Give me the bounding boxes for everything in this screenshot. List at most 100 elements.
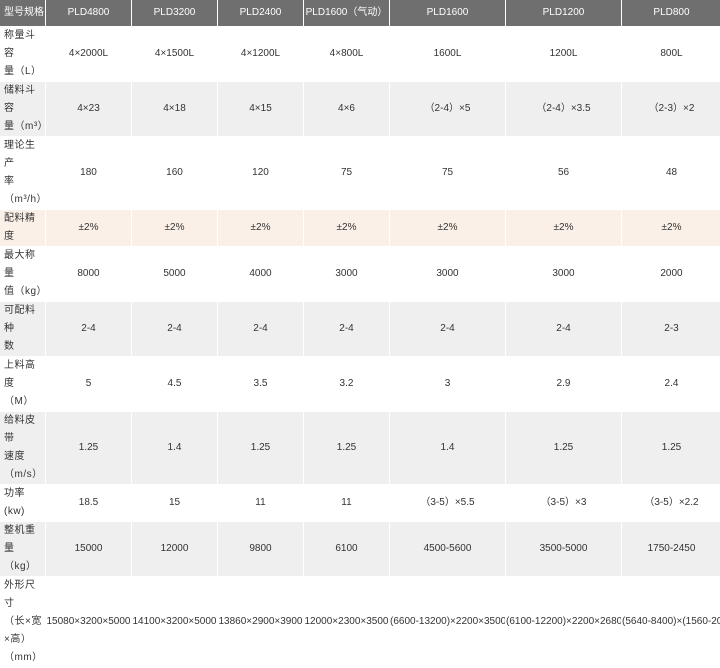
table-cell: 4500-5600 — [390, 522, 506, 577]
row-label-line: （m/s） — [4, 469, 43, 480]
row-label-line: ×高） — [4, 634, 32, 645]
table-cell: 11 — [304, 485, 390, 522]
table-cell: ±2% — [218, 210, 304, 247]
table-cell: 4×23 — [46, 82, 132, 137]
table-header-row: 型号规格 PLD4800 PLD3200 PLD2400 PLD1600（气动）… — [0, 0, 720, 27]
table-row: 称量斗容 量（L） 4×2000L 4×1500L 4×1200L 4×800L 1600L… — [0, 27, 720, 82]
table-row: 配料精度 ±2% ±2% ±2% ±2% ±2% ±2% ±2% — [0, 210, 720, 247]
table-cell: 2-4 — [304, 302, 390, 357]
table-cell: 1.25 — [218, 412, 304, 485]
row-label-line: 量（L） — [4, 66, 42, 77]
table-cell: （3-5）×5.5 — [390, 485, 506, 522]
table-cell: 3.2 — [304, 357, 390, 412]
table-cell: 5000 — [132, 247, 218, 302]
table-cell: 3.5 — [218, 357, 304, 412]
table-cell: 12000×2300×3500 — [304, 577, 390, 668]
table-cell: 6100 — [304, 522, 390, 577]
table-cell: 2-4 — [132, 302, 218, 357]
header-cell: PLD4800 — [46, 0, 132, 27]
row-label-line: 称量斗容 — [4, 30, 36, 59]
table-cell: 15000 — [46, 522, 132, 577]
row-label: 理论生产率 （m³/h） — [0, 137, 46, 210]
row-label-line: 量（m³） — [4, 121, 46, 132]
header-cell: PLD2400 — [218, 0, 304, 27]
table-cell: 9800 — [218, 522, 304, 577]
table-cell: 4×15 — [218, 82, 304, 137]
row-label-line: 可配料种 — [4, 305, 36, 334]
table-cell: 1600L — [390, 27, 506, 82]
row-label: 上料高度 （M） — [0, 357, 46, 412]
row-label-line: 最大称量 — [4, 250, 36, 279]
table-cell: 1.25 — [304, 412, 390, 485]
header-cell-model: 型号规格 — [0, 0, 46, 27]
header-cell: PLD1600（气动） — [304, 0, 390, 27]
row-label-line: （m³/h） — [4, 194, 46, 205]
header-cell: PLD800 — [622, 0, 720, 27]
row-label: 整机重量 （kg） — [0, 522, 46, 577]
row-label-line: 整机重量 — [4, 525, 36, 554]
table-row: 给料皮带 速度 （m/s） 1.25 1.4 1.25 1.25 1.4 1.25 1.25 — [0, 412, 720, 485]
table-cell: ±2% — [622, 210, 720, 247]
row-label: 储料斗容量（m³） — [0, 82, 46, 137]
table-cell: (6100-12200)×2200×2680 — [506, 577, 622, 668]
table-cell: (6600-13200)×2200×3500 — [390, 577, 506, 668]
table-cell: 2-4 — [218, 302, 304, 357]
table-cell: 56 — [506, 137, 622, 210]
table-cell: 2-4 — [46, 302, 132, 357]
header-cell: PLD3200 — [132, 0, 218, 27]
table-row: 上料高度 （M） 5 4.5 3.5 3.2 3 2.9 2.4 — [0, 357, 720, 412]
table-cell: ±2% — [390, 210, 506, 247]
table-cell: 15 — [132, 485, 218, 522]
table-cell: 2-4 — [390, 302, 506, 357]
table-cell: 4×18 — [132, 82, 218, 137]
row-label-line: （长×宽 — [4, 616, 42, 627]
table-cell: 12000 — [132, 522, 218, 577]
table-cell: 4×6 — [304, 82, 390, 137]
row-label: 功率(kw) — [0, 485, 46, 522]
table-row: 最大称量 值（kg） 8000 5000 4000 3000 3000 3000 2000 — [0, 247, 720, 302]
table-row: 整机重量 （kg） 15000 12000 9800 6100 4500-5600 3500-… — [0, 522, 720, 577]
table-body: 称量斗容 量（L） 4×2000L 4×1500L 4×1200L 4×800L 1600L… — [0, 27, 720, 668]
table-cell: 2-4 — [506, 302, 622, 357]
table-cell: 1.25 — [622, 412, 720, 485]
table-cell: 5 — [46, 357, 132, 412]
row-label-line: （M） — [4, 396, 34, 407]
table-cell: ±2% — [304, 210, 390, 247]
table-cell: 3000 — [506, 247, 622, 302]
row-label-line: 外形尺寸 — [4, 580, 36, 609]
table-row: 功率(kw) 18.5 15 11 11 （3-5）×5.5 （3-5）×3 （3-5）×2.… — [0, 485, 720, 522]
table-cell: 15080×3200×5000 — [46, 577, 132, 668]
row-label-line: 值（kg） — [4, 286, 46, 297]
row-label: 可配料种数 — [0, 302, 46, 357]
table-cell: 3 — [390, 357, 506, 412]
table-cell: ±2% — [46, 210, 132, 247]
table-cell: 4.5 — [132, 357, 218, 412]
table-cell: 18.5 — [46, 485, 132, 522]
row-label-line: 给料皮带 — [4, 415, 36, 444]
row-label: 配料精度 — [0, 210, 46, 247]
table-cell: 3000 — [304, 247, 390, 302]
table-row: 理论生产率（m³/h） 180 160 120 75 75 56 48 — [0, 137, 720, 210]
table-cell: 14100×3200×5000 — [132, 577, 218, 668]
table-cell: 1.25 — [506, 412, 622, 485]
table-cell: 2.9 — [506, 357, 622, 412]
table-cell: 4×800L — [304, 27, 390, 82]
table-cell: （3-5）×3 — [506, 485, 622, 522]
row-label: 给料皮带速度 （m/s） — [0, 412, 46, 485]
table-cell: 1.25 — [46, 412, 132, 485]
table-cell: ±2% — [132, 210, 218, 247]
table-cell: （2-3）×2 — [622, 82, 720, 137]
table-cell: 2-3 — [622, 302, 720, 357]
table-cell: 1750-2450 — [622, 522, 720, 577]
table-cell: (5640-8400)×(1560-2000 — [622, 577, 720, 668]
row-label-line: 储料斗容 — [4, 85, 36, 114]
row-label-line: 速度 — [4, 451, 25, 462]
table-cell: 180 — [46, 137, 132, 210]
table-cell: 75 — [304, 137, 390, 210]
table-cell: （2-4）×3.5 — [506, 82, 622, 137]
table-cell: 4×1500L — [132, 27, 218, 82]
table-cell: 1.4 — [132, 412, 218, 485]
table-cell: 800L — [622, 27, 720, 82]
table-cell: （3-5）×2.2 — [622, 485, 720, 522]
